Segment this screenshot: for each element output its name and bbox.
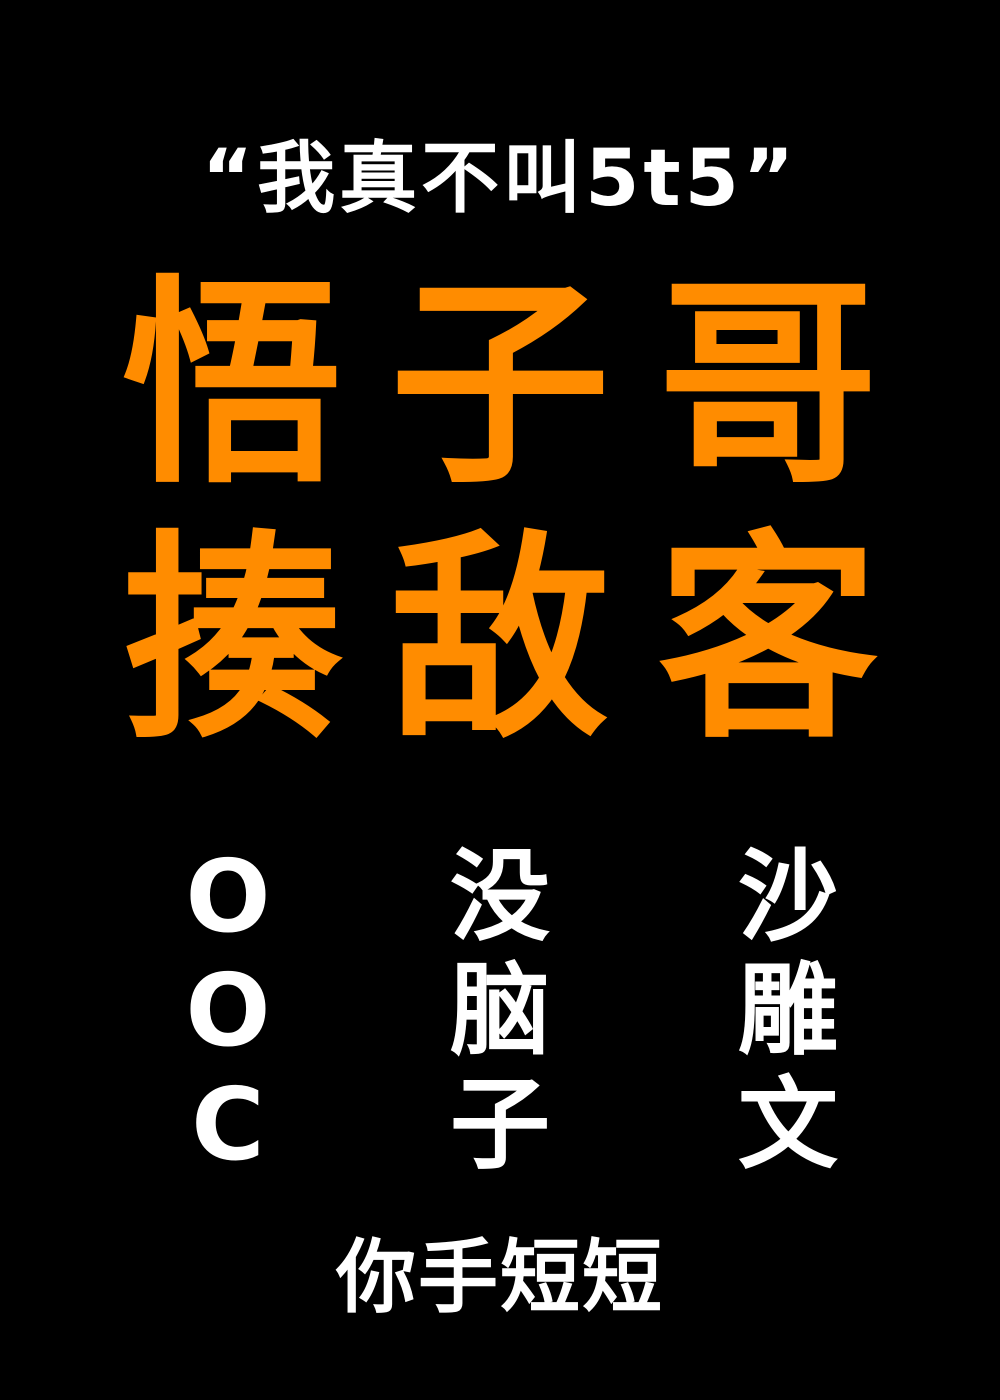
tag-char: 文	[738, 1066, 838, 1183]
title-char: 敌	[390, 512, 611, 768]
title-char: 客	[658, 512, 879, 768]
tag-column-silly: 沙 雕 文	[728, 840, 848, 1182]
tag-column-no-brain: 没 脑 子	[440, 840, 560, 1182]
title-char: 揍	[122, 512, 343, 768]
tag-char: O	[185, 838, 271, 955]
title-line-1: 悟 子 哥	[0, 275, 1000, 495]
tag-char: 雕	[738, 952, 838, 1069]
tag-char: O	[185, 952, 271, 1069]
title-char: 子	[390, 257, 611, 513]
title-line-2: 揍 敌 客	[0, 530, 1000, 750]
title-char: 悟	[122, 257, 343, 513]
tag-char: 脑	[450, 952, 550, 1069]
tag-char: 沙	[738, 838, 838, 955]
tag-char: C	[191, 1066, 265, 1183]
tag-column-ooc: O O C	[168, 840, 288, 1182]
title-char: 哥	[658, 257, 879, 513]
author-name: 你手短短	[336, 1231, 664, 1324]
cover-subtitle: “我真不叫5t5”	[201, 134, 799, 224]
tag-char: 没	[450, 838, 550, 955]
tag-char: 子	[450, 1066, 550, 1183]
